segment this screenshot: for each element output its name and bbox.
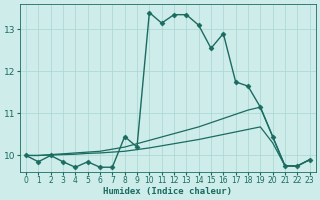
X-axis label: Humidex (Indice chaleur): Humidex (Indice chaleur)	[103, 187, 232, 196]
